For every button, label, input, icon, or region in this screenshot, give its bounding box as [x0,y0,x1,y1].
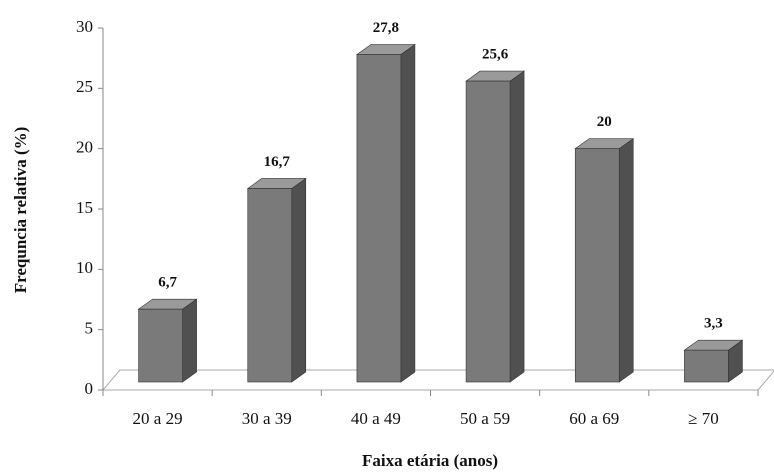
value-label: 6,7 [158,275,177,291]
y-tick-label: 30 [76,17,93,36]
x-tick-label: 30 a 39 [242,409,292,428]
value-label: 27,8 [373,20,399,36]
y-tick-label: 25 [76,77,93,96]
floor [101,369,774,391]
bar-side [182,298,197,383]
value-label: 3,3 [704,316,723,332]
y-tick-label: 0 [85,379,94,398]
bar [465,80,511,383]
bar [684,349,729,383]
x-tick-label: ≥ 70 [688,409,719,428]
bar [574,148,620,383]
y-tick-label: 15 [76,198,93,217]
bar-side [400,43,416,383]
y-tick-label: 10 [76,258,93,277]
bar [247,188,293,383]
bar-side [291,177,307,383]
value-label: 20 [597,114,612,130]
bar-side [618,138,634,383]
x-axis-title: Faixa etária (anos) [362,451,498,470]
y-tick-label: 5 [85,319,94,338]
x-tick-label: 50 a 59 [460,409,510,428]
bar-side [509,70,525,383]
x-tick-label: 60 a 69 [569,409,619,428]
y-tick-label: 20 [76,138,93,157]
x-tick-label: 40 a 49 [351,409,401,428]
value-label: 25,6 [482,47,509,63]
x-tick-label: 20 a 29 [133,409,183,428]
bar [356,54,402,383]
value-label: 16,7 [264,154,291,170]
y-axis-title: Frequncia relativa (%) [11,127,30,294]
bar [138,308,183,383]
